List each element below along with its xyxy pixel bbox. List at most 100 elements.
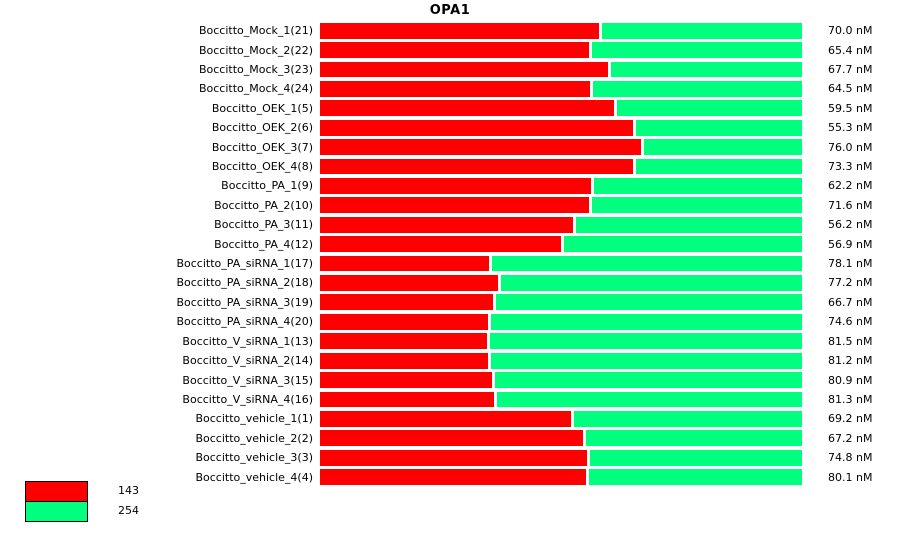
- bar-segment-red: [320, 391, 494, 408]
- chart-row: Boccitto_OEK_1(5) 59.5 nM: [0, 99, 872, 118]
- row-value: 80.1 nM: [828, 470, 873, 484]
- bar-segment-green: [593, 178, 802, 194]
- bar-segment-green: [592, 81, 802, 97]
- row-label: Boccitto_PA_siRNA_4(20): [176, 315, 313, 329]
- chart-row: Boccitto_OEK_4(8) 73.3 nM: [0, 157, 872, 176]
- row-value: 70.0 nM: [828, 24, 873, 38]
- row-label: Boccitto_V_siRNA_4(16): [182, 392, 313, 406]
- stacked-bar: [320, 275, 802, 291]
- bar-segment-red: [320, 197, 589, 214]
- chart-row: Boccitto_PA_3(11) 56.2 nM: [0, 215, 872, 234]
- bar-segment-green: [610, 61, 802, 78]
- chart-row: Boccitto_vehicle_4(4) 80.1 nM: [0, 467, 872, 486]
- bar-segment-red: [320, 22, 600, 39]
- chart-row: Boccitto_PA_1(9) 62.2 nM: [0, 176, 872, 195]
- stacked-bar: [320, 449, 802, 466]
- bar-segment-red: [320, 294, 494, 311]
- bar-segment-green: [496, 294, 802, 311]
- chart-row: Boccitto_PA_siRNA_4(20) 74.6 nM: [0, 312, 872, 331]
- chart-row: Boccitto_V_siRNA_1(13) 81.5 nM: [0, 332, 872, 351]
- legend-swatch-254: [25, 501, 88, 522]
- bar-segment-red: [320, 178, 591, 194]
- bar-segment-green: [602, 22, 802, 39]
- row-label: Boccitto_PA_2(10): [214, 198, 313, 212]
- bar-segment-red: [320, 469, 586, 485]
- chart-row: Boccitto_Mock_2(22) 65.4 nM: [0, 40, 872, 59]
- stacked-bar: [320, 391, 802, 408]
- bar-segment-green: [501, 275, 802, 291]
- bar-segment-red: [320, 313, 489, 330]
- stacked-bar: [320, 119, 802, 136]
- stacked-bar: [320, 22, 802, 39]
- stacked-bar: [320, 139, 802, 156]
- bar-segment-red: [320, 449, 587, 466]
- row-label: Boccitto_V_siRNA_1(13): [182, 334, 313, 348]
- bar-segment-green: [635, 119, 802, 136]
- row-value: 74.6 nM: [828, 315, 873, 329]
- stacked-bar: [320, 236, 802, 253]
- row-label: Boccitto_Mock_2(22): [198, 43, 313, 57]
- row-label: Boccitto_vehicle_2(2): [195, 431, 313, 445]
- bar-segment-green: [588, 469, 802, 485]
- bar-segment-red: [320, 139, 641, 156]
- bar-segment-green: [591, 197, 802, 214]
- stacked-bar: [320, 81, 802, 97]
- row-value: 81.3 nM: [828, 392, 873, 406]
- chart-title: OPA1: [429, 3, 471, 18]
- bar-segment-red: [320, 119, 633, 136]
- bar-segment-green: [564, 236, 802, 253]
- chart-row: Boccitto_OEK_3(7) 76.0 nM: [0, 137, 872, 156]
- stacked-bar: [320, 372, 802, 388]
- bar-segment-red: [320, 61, 608, 78]
- stacked-bar: [320, 294, 802, 311]
- row-value: 74.8 nM: [828, 451, 873, 465]
- stacked-bar: [320, 430, 802, 447]
- bar-segment-red: [320, 410, 571, 427]
- row-value: 77.2 nM: [828, 276, 873, 290]
- row-label: Boccitto_OEK_3(7): [211, 140, 313, 154]
- row-label: Boccitto_PA_siRNA_3(19): [176, 295, 313, 309]
- stacked-bar: [320, 216, 802, 233]
- stacked-bar: [320, 178, 802, 194]
- chart-row: Boccitto_V_siRNA_2(14) 81.2 nM: [0, 351, 872, 370]
- chart-row: Boccitto_PA_siRNA_3(19) 66.7 nM: [0, 293, 872, 312]
- row-value: 55.3 nM: [828, 121, 873, 135]
- row-value: 80.9 nM: [828, 373, 873, 387]
- stacked-bar: [320, 100, 802, 117]
- bar-segment-green: [591, 42, 802, 58]
- bar-segment-green: [585, 430, 802, 447]
- bar-segment-red: [320, 236, 562, 253]
- bar-segment-red: [320, 100, 615, 117]
- bar-segment-red: [320, 216, 573, 233]
- chart-row: Boccitto_Mock_1(21) 70.0 nM: [0, 21, 872, 40]
- chart-row: Boccitto_Mock_3(23) 67.7 nM: [0, 60, 872, 79]
- legend-swatch-143: [25, 481, 88, 502]
- row-value: 73.3 nM: [828, 160, 873, 174]
- bar-segment-green: [497, 391, 802, 408]
- row-value: 67.2 nM: [828, 431, 873, 445]
- stacked-bar: [320, 197, 802, 214]
- row-value: 56.9 nM: [828, 237, 873, 251]
- stacked-bar: [320, 333, 802, 350]
- row-value: 62.2 nM: [828, 179, 873, 193]
- row-value: 56.2 nM: [828, 218, 873, 232]
- bar-segment-red: [320, 372, 492, 388]
- bar-segment-green: [491, 313, 802, 330]
- chart-row: Boccitto_vehicle_2(2) 67.2 nM: [0, 429, 872, 448]
- row-label: Boccitto_OEK_1(5): [211, 101, 313, 115]
- bar-segment-red: [320, 275, 499, 291]
- stacked-bar: [320, 352, 802, 369]
- row-label: Boccitto_Mock_1(21): [198, 24, 313, 38]
- bar-segment-red: [320, 81, 590, 97]
- stacked-bar: [320, 255, 802, 272]
- row-label: Boccitto_Mock_4(24): [198, 82, 313, 96]
- row-label: Boccitto_V_siRNA_2(14): [182, 354, 313, 368]
- row-label: Boccitto_OEK_4(8): [211, 160, 313, 174]
- bar-segment-red: [320, 158, 633, 175]
- row-label: Boccitto_Mock_3(23): [198, 63, 313, 77]
- chart-row: Boccitto_Mock_4(24) 64.5 nM: [0, 79, 872, 98]
- bar-segment-green: [573, 410, 802, 427]
- legend-label-254: 254: [118, 504, 139, 517]
- bar-segment-green: [589, 449, 802, 466]
- row-value: 59.5 nM: [828, 101, 873, 115]
